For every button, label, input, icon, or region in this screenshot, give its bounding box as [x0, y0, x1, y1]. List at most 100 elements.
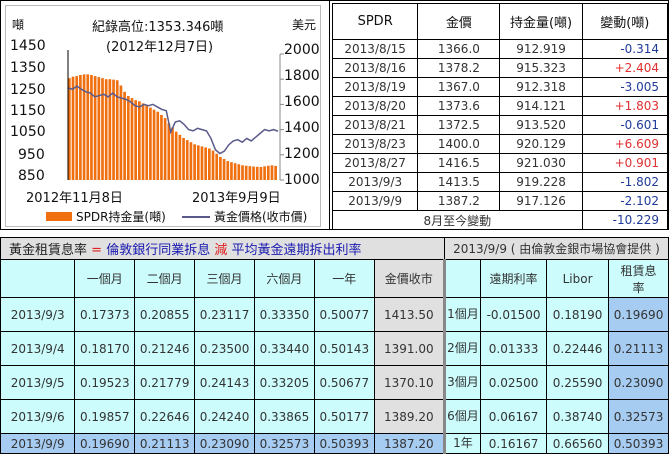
holding-bar [200, 146, 204, 180]
holding-bar [90, 75, 93, 180]
rate-1m-cell: 0.18170 [74, 331, 136, 366]
left-tick: 1350 [10, 60, 46, 76]
title-forward: 平均黃金遠期拆出利率 [231, 243, 362, 258]
table-row: 2013/8/20 1373.6 914.121 +1.803 [331, 96, 669, 116]
date-cell: 2013/8/21 [331, 115, 419, 135]
date-cell: 2013/8/27 [331, 153, 419, 173]
holding-bar [274, 165, 277, 180]
holding-bar [167, 123, 171, 180]
holding-cell: 920.129 [499, 134, 583, 154]
table-row: 2013/9/3 1413.5 919.228 -1.802 [331, 172, 669, 192]
holding-bar [219, 156, 222, 180]
lease-rate-title: 黃金租賃息率 = 倫敦銀行同業拆息 減 平均黃金遠期拆出利率 [0, 237, 445, 260]
term-cell: 1個月 [442, 297, 482, 332]
libor-cell: 0.25590 [546, 365, 610, 400]
date-cell: 2013/9/5 [0, 365, 76, 400]
libor-cell: 0.38740 [546, 399, 610, 434]
holding-bar [248, 166, 252, 180]
legend-bar-label: SPDR持金量(噸) [76, 210, 166, 224]
rate-6m-cell: 0.33865 [253, 399, 315, 434]
col-header: 租賃息率 [608, 259, 669, 298]
change-cell: +0.901 [581, 153, 669, 173]
rate-3m-cell: 0.23117 [194, 297, 255, 332]
chart-title: 紀錄高位:1353.346噸 [92, 20, 224, 35]
rate-3m-cell: 0.24143 [194, 365, 255, 400]
col-header: 持金量(噸) [499, 3, 583, 40]
rate-1y-cell: 0.50077 [313, 297, 375, 332]
rate-2m-cell: 0.21246 [134, 331, 196, 366]
legend-bar-swatch [46, 212, 72, 221]
holding-bar [68, 78, 71, 180]
rate-6m-cell: 0.33350 [253, 297, 315, 332]
lease-rate-cell: 0.21113 [608, 331, 669, 366]
spdr-holdings-table: SPDR 金價 持金量(噸) 變動(噸) 2013/8/15 1366.0 912.… [329, 1, 669, 230]
holding-bar [230, 162, 233, 180]
holding-bar [156, 111, 160, 180]
left-tick: 1150 [10, 103, 46, 119]
change-cell: +6.609 [581, 134, 669, 154]
holding-bar [79, 75, 82, 180]
left-axis-unit: 噸 [12, 18, 25, 32]
price-cell: 1416.5 [417, 153, 501, 173]
rate-2m-cell: 0.20855 [134, 297, 196, 332]
rate-1m-cell: 0.17373 [74, 297, 136, 332]
holding-cell: 914.121 [499, 96, 583, 116]
date-cell: 2013/9/9 [331, 191, 419, 211]
date-cell: 2013/9/6 [0, 399, 76, 434]
holding-bar [185, 140, 189, 180]
holding-bar [263, 166, 266, 180]
col-header: 遠期利率 [480, 259, 548, 298]
table-row: 2013/9/4 0.18170 0.21246 0.23500 0.33440 0.50… [0, 331, 669, 366]
col-header: 變動(噸) [581, 3, 669, 40]
chart-subtitle: (2012年12月7日) [106, 40, 214, 55]
holding-bar [119, 85, 123, 180]
price-cell: 1378.2 [417, 58, 501, 78]
table-row: 2013/8/27 1416.5 921.030 +0.901 [331, 153, 669, 173]
rate-1y-cell: 0.50177 [313, 399, 375, 434]
holding-bar [233, 163, 237, 180]
holding-bar [126, 96, 130, 180]
lease-rate-cell: 0.23090 [608, 365, 669, 400]
summary-label: 8月至今變動 [332, 210, 583, 230]
holding-bar [174, 131, 178, 180]
right-tick: 2000 [284, 42, 320, 58]
table-row: 2013/9/6 0.19857 0.22646 0.24240 0.33865 0.50… [0, 399, 669, 434]
date-cell: 2013/8/19 [331, 77, 419, 97]
change-cell: -3.005 [581, 77, 669, 97]
col-header: 一個月 [74, 259, 136, 298]
rate-6m-cell: 0.33205 [253, 365, 315, 400]
spdr-gold-chart: 噸 紀錄高位:1353.346噸 (2012年12月7日) 美元 1450 13… [5, 5, 321, 227]
date-cell: 2013/8/23 [331, 134, 419, 154]
holding-bar [75, 76, 79, 180]
left-tick: 1050 [10, 124, 46, 140]
summary-value: -10.229 [581, 210, 669, 230]
col-header: SPDR [331, 3, 419, 40]
rate-2m-cell: 0.22646 [134, 399, 196, 434]
lease-rate-cell: 0.32573 [608, 399, 669, 434]
term-cell: 6個月 [442, 399, 482, 434]
holding-bar [130, 98, 134, 180]
close-price-cell: 1391.00 [373, 331, 445, 366]
date-cell: 2013/8/15 [331, 39, 419, 59]
date-cell: 2013/9/4 [0, 331, 76, 366]
price-cell: 1413.5 [417, 172, 501, 192]
rate-1m-cell: 0.19523 [74, 365, 136, 400]
close-price-cell: 1413.50 [373, 297, 445, 332]
col-header: Libor [546, 259, 610, 298]
price-cell: 1400.0 [417, 134, 501, 154]
legend-line-swatch [182, 216, 210, 218]
libor-cell: 0.22446 [546, 331, 610, 366]
left-tick: 850 [18, 168, 45, 184]
change-cell: +2.404 [581, 58, 669, 78]
right-axis-unit: 美元 [292, 18, 317, 32]
right-tick: 1000 [284, 172, 320, 188]
holding-bar [101, 78, 104, 180]
col-header: 三個月 [194, 259, 255, 298]
date-cell: 2013/9/3 [331, 172, 419, 192]
table-row: 2013/9/5 0.19523 0.21779 0.24143 0.33205 0.50… [0, 365, 669, 400]
col-header: 二個月 [134, 259, 196, 298]
right-tick: 1600 [284, 94, 320, 110]
holding-bar [134, 100, 137, 180]
price-cell: 1367.0 [417, 77, 501, 97]
holding-bar [252, 166, 255, 180]
